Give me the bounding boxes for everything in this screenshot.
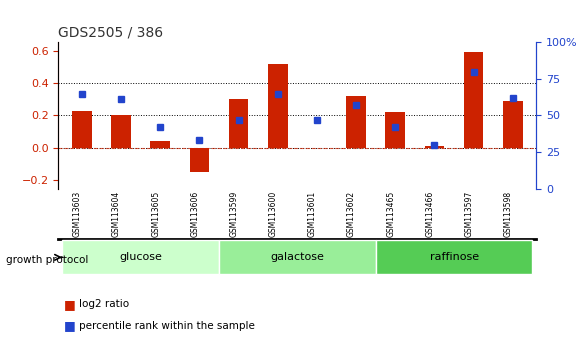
Text: galactose: galactose bbox=[271, 252, 324, 262]
Text: GSM113601: GSM113601 bbox=[308, 191, 317, 237]
Text: log2 ratio: log2 ratio bbox=[79, 299, 129, 309]
FancyBboxPatch shape bbox=[375, 240, 532, 274]
Bar bbox=[229, 99, 248, 148]
Text: GSM113465: GSM113465 bbox=[387, 191, 395, 237]
Text: ■: ■ bbox=[64, 319, 76, 332]
FancyBboxPatch shape bbox=[62, 240, 219, 274]
Text: GSM113603: GSM113603 bbox=[73, 191, 82, 237]
Bar bbox=[150, 142, 170, 148]
Text: GDS2505 / 386: GDS2505 / 386 bbox=[58, 26, 163, 40]
Text: growth protocol: growth protocol bbox=[6, 255, 88, 265]
Text: GSM113605: GSM113605 bbox=[151, 191, 160, 237]
Text: GSM113604: GSM113604 bbox=[112, 191, 121, 237]
Bar bbox=[385, 112, 405, 148]
Bar bbox=[189, 148, 209, 172]
Bar bbox=[503, 101, 522, 148]
Bar bbox=[346, 96, 366, 148]
Text: ■: ■ bbox=[64, 298, 76, 311]
Text: GSM113598: GSM113598 bbox=[504, 191, 513, 237]
Bar bbox=[268, 64, 287, 148]
Text: GSM113599: GSM113599 bbox=[230, 191, 238, 237]
Bar bbox=[72, 111, 92, 148]
Bar bbox=[464, 52, 483, 148]
Text: percentile rank within the sample: percentile rank within the sample bbox=[79, 321, 255, 331]
Text: GSM113606: GSM113606 bbox=[191, 191, 199, 237]
Text: GSM113597: GSM113597 bbox=[465, 191, 473, 237]
Text: GSM113602: GSM113602 bbox=[347, 191, 356, 237]
FancyBboxPatch shape bbox=[219, 240, 375, 274]
Text: GSM113600: GSM113600 bbox=[269, 191, 278, 237]
Text: glucose: glucose bbox=[119, 252, 162, 262]
Bar bbox=[111, 115, 131, 148]
Text: raffinose: raffinose bbox=[430, 252, 479, 262]
Text: GSM113466: GSM113466 bbox=[426, 191, 434, 237]
Bar bbox=[424, 146, 444, 148]
